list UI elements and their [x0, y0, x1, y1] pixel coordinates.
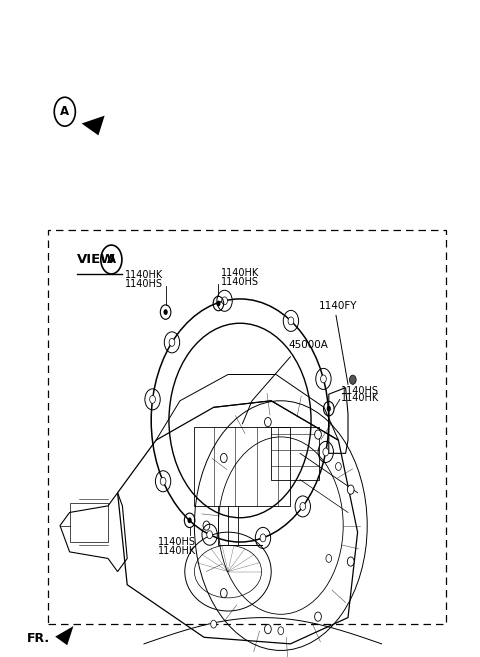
Circle shape	[169, 338, 175, 346]
Circle shape	[327, 406, 331, 411]
Text: 1140HK: 1140HK	[341, 394, 379, 403]
Text: 1140HS: 1140HS	[158, 537, 196, 547]
Text: 1140FY: 1140FY	[319, 300, 358, 311]
Circle shape	[160, 477, 166, 485]
Circle shape	[207, 531, 213, 539]
Text: 1140HK: 1140HK	[221, 268, 259, 278]
Circle shape	[278, 627, 284, 635]
Circle shape	[211, 620, 216, 628]
Bar	[271, 427, 319, 480]
Circle shape	[216, 301, 220, 306]
Circle shape	[203, 521, 210, 530]
Circle shape	[260, 534, 266, 542]
Circle shape	[348, 485, 354, 494]
Circle shape	[315, 612, 322, 622]
Text: FR.: FR.	[26, 632, 49, 645]
Circle shape	[349, 375, 356, 384]
Circle shape	[222, 297, 228, 305]
Circle shape	[264, 625, 271, 634]
Circle shape	[164, 309, 168, 315]
Polygon shape	[55, 626, 73, 645]
Text: 1140HS: 1140HS	[221, 277, 259, 287]
Circle shape	[326, 555, 332, 562]
Circle shape	[321, 375, 326, 383]
Circle shape	[300, 503, 306, 510]
Text: 1140HS: 1140HS	[341, 386, 379, 396]
Circle shape	[315, 430, 322, 439]
Circle shape	[288, 317, 294, 325]
Text: VIEW: VIEW	[77, 253, 116, 266]
Polygon shape	[82, 116, 105, 135]
Circle shape	[264, 417, 271, 426]
Text: 1140HS: 1140HS	[125, 279, 163, 289]
Circle shape	[323, 448, 329, 456]
Circle shape	[150, 396, 156, 403]
Text: 1140HK: 1140HK	[125, 270, 163, 280]
Text: A: A	[60, 105, 70, 118]
Text: 1140HK: 1140HK	[158, 546, 197, 556]
Circle shape	[220, 453, 227, 463]
Bar	[194, 427, 290, 506]
Bar	[70, 503, 108, 542]
Text: 45000A: 45000A	[288, 340, 328, 350]
Circle shape	[220, 589, 227, 598]
Text: A: A	[107, 253, 116, 266]
Circle shape	[336, 463, 341, 470]
Circle shape	[188, 518, 192, 523]
Circle shape	[348, 557, 354, 566]
Bar	[48, 230, 446, 624]
